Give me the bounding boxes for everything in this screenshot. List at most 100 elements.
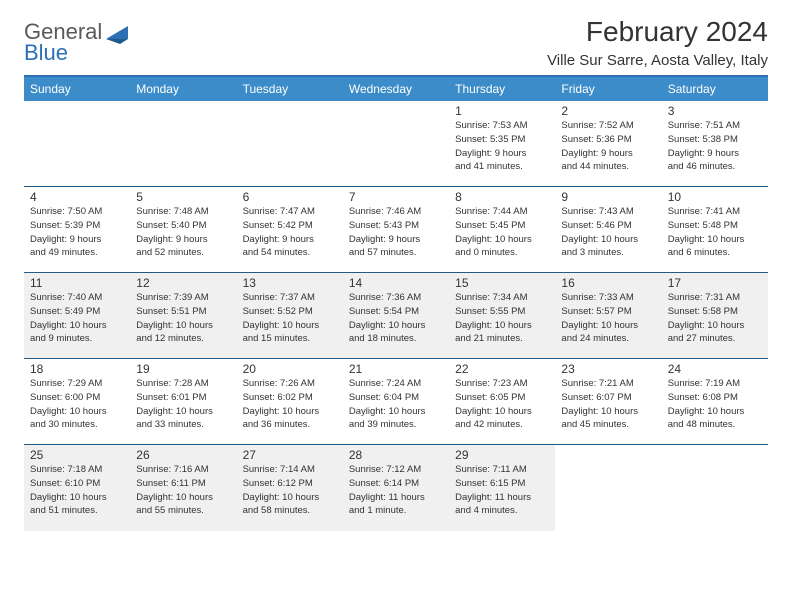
daylight-text: and 30 minutes. <box>30 419 124 432</box>
sunrise-text: Sunrise: 7:29 AM <box>30 378 124 391</box>
calendar-cell-blank <box>555 445 661 531</box>
daylight-text: Daylight: 9 hours <box>136 234 230 247</box>
sunset-text: Sunset: 5:35 PM <box>455 134 549 147</box>
weekday-header: Friday <box>555 77 661 101</box>
calendar-cell: 7Sunrise: 7:46 AMSunset: 5:43 PMDaylight… <box>343 187 449 273</box>
weekday-header: Tuesday <box>237 77 343 101</box>
day-number: 17 <box>668 276 762 290</box>
calendar-cell: 21Sunrise: 7:24 AMSunset: 6:04 PMDayligh… <box>343 359 449 445</box>
sunrise-text: Sunrise: 7:52 AM <box>561 120 655 133</box>
calendar-cell: 14Sunrise: 7:36 AMSunset: 5:54 PMDayligh… <box>343 273 449 359</box>
day-number: 18 <box>30 362 124 376</box>
daylight-text: Daylight: 10 hours <box>455 234 549 247</box>
day-number: 12 <box>136 276 230 290</box>
calendar-cell: 9Sunrise: 7:43 AMSunset: 5:46 PMDaylight… <box>555 187 661 273</box>
sunset-text: Sunset: 6:02 PM <box>243 392 337 405</box>
sunset-text: Sunset: 5:58 PM <box>668 306 762 319</box>
sunset-text: Sunset: 6:01 PM <box>136 392 230 405</box>
daylight-text: Daylight: 9 hours <box>349 234 443 247</box>
weekday-header-row: SundayMondayTuesdayWednesdayThursdayFrid… <box>24 77 768 101</box>
day-number: 28 <box>349 448 443 462</box>
daylight-text: and 24 minutes. <box>561 333 655 346</box>
day-number: 2 <box>561 104 655 118</box>
sunrise-text: Sunrise: 7:33 AM <box>561 292 655 305</box>
daylight-text: and 33 minutes. <box>136 419 230 432</box>
daylight-text: and 12 minutes. <box>136 333 230 346</box>
daylight-text: Daylight: 10 hours <box>30 492 124 505</box>
daylight-text: Daylight: 10 hours <box>136 320 230 333</box>
sunset-text: Sunset: 5:43 PM <box>349 220 443 233</box>
sunset-text: Sunset: 5:45 PM <box>455 220 549 233</box>
daylight-text: and 41 minutes. <box>455 161 549 174</box>
daylight-text: Daylight: 10 hours <box>136 406 230 419</box>
sunset-text: Sunset: 5:38 PM <box>668 134 762 147</box>
calendar-cell: 29Sunrise: 7:11 AMSunset: 6:15 PMDayligh… <box>449 445 555 531</box>
month-title: February 2024 <box>547 16 768 48</box>
sunset-text: Sunset: 6:10 PM <box>30 478 124 491</box>
title-block: February 2024 Ville Sur Sarre, Aosta Val… <box>547 16 768 69</box>
calendar-cell: 4Sunrise: 7:50 AMSunset: 5:39 PMDaylight… <box>24 187 130 273</box>
sunrise-text: Sunrise: 7:51 AM <box>668 120 762 133</box>
sunset-text: Sunset: 5:55 PM <box>455 306 549 319</box>
sunrise-text: Sunrise: 7:48 AM <box>136 206 230 219</box>
calendar-cell: 3Sunrise: 7:51 AMSunset: 5:38 PMDaylight… <box>662 101 768 187</box>
calendar-cell: 26Sunrise: 7:16 AMSunset: 6:11 PMDayligh… <box>130 445 236 531</box>
calendar-cell-blank <box>662 445 768 531</box>
daylight-text: and 6 minutes. <box>668 247 762 260</box>
calendar-cell: 18Sunrise: 7:29 AMSunset: 6:00 PMDayligh… <box>24 359 130 445</box>
daylight-text: and 27 minutes. <box>668 333 762 346</box>
daylight-text: Daylight: 11 hours <box>455 492 549 505</box>
daylight-text: and 42 minutes. <box>455 419 549 432</box>
sunset-text: Sunset: 6:12 PM <box>243 478 337 491</box>
location-label: Ville Sur Sarre, Aosta Valley, Italy <box>547 52 768 69</box>
day-number: 4 <box>30 190 124 204</box>
sunset-text: Sunset: 6:11 PM <box>136 478 230 491</box>
calendar-cell: 12Sunrise: 7:39 AMSunset: 5:51 PMDayligh… <box>130 273 236 359</box>
sunrise-text: Sunrise: 7:28 AM <box>136 378 230 391</box>
calendar-cell-blank <box>343 101 449 187</box>
sunset-text: Sunset: 5:46 PM <box>561 220 655 233</box>
daylight-text: and 4 minutes. <box>455 505 549 518</box>
sunrise-text: Sunrise: 7:34 AM <box>455 292 549 305</box>
sunset-text: Sunset: 5:57 PM <box>561 306 655 319</box>
day-number: 5 <box>136 190 230 204</box>
sunrise-text: Sunrise: 7:37 AM <box>243 292 337 305</box>
day-number: 27 <box>243 448 337 462</box>
day-number: 23 <box>561 362 655 376</box>
day-number: 21 <box>349 362 443 376</box>
calendar-body: 1Sunrise: 7:53 AMSunset: 5:35 PMDaylight… <box>24 101 768 531</box>
sunset-text: Sunset: 5:48 PM <box>668 220 762 233</box>
sunrise-text: Sunrise: 7:16 AM <box>136 464 230 477</box>
daylight-text: Daylight: 10 hours <box>243 320 337 333</box>
calendar-cell: 5Sunrise: 7:48 AMSunset: 5:40 PMDaylight… <box>130 187 236 273</box>
calendar-cell: 2Sunrise: 7:52 AMSunset: 5:36 PMDaylight… <box>555 101 661 187</box>
daylight-text: and 57 minutes. <box>349 247 443 260</box>
sunrise-text: Sunrise: 7:39 AM <box>136 292 230 305</box>
daylight-text: and 39 minutes. <box>349 419 443 432</box>
calendar-cell: 23Sunrise: 7:21 AMSunset: 6:07 PMDayligh… <box>555 359 661 445</box>
daylight-text: Daylight: 10 hours <box>668 320 762 333</box>
sunrise-text: Sunrise: 7:23 AM <box>455 378 549 391</box>
calendar-week-row: 4Sunrise: 7:50 AMSunset: 5:39 PMDaylight… <box>24 187 768 273</box>
day-number: 19 <box>136 362 230 376</box>
daylight-text: Daylight: 9 hours <box>668 148 762 161</box>
day-number: 7 <box>349 190 443 204</box>
daylight-text: Daylight: 10 hours <box>243 406 337 419</box>
calendar-cell: 25Sunrise: 7:18 AMSunset: 6:10 PMDayligh… <box>24 445 130 531</box>
calendar-cell-blank <box>237 101 343 187</box>
day-number: 6 <box>243 190 337 204</box>
daylight-text: Daylight: 9 hours <box>561 148 655 161</box>
sunrise-text: Sunrise: 7:19 AM <box>668 378 762 391</box>
logo: General Blue <box>24 22 128 64</box>
sunrise-text: Sunrise: 7:11 AM <box>455 464 549 477</box>
day-number: 8 <box>455 190 549 204</box>
day-number: 20 <box>243 362 337 376</box>
calendar-cell: 22Sunrise: 7:23 AMSunset: 6:05 PMDayligh… <box>449 359 555 445</box>
daylight-text: and 9 minutes. <box>30 333 124 346</box>
calendar-cell: 15Sunrise: 7:34 AMSunset: 5:55 PMDayligh… <box>449 273 555 359</box>
sunset-text: Sunset: 5:49 PM <box>30 306 124 319</box>
daylight-text: and 44 minutes. <box>561 161 655 174</box>
daylight-text: Daylight: 10 hours <box>561 406 655 419</box>
day-number: 26 <box>136 448 230 462</box>
daylight-text: and 49 minutes. <box>30 247 124 260</box>
